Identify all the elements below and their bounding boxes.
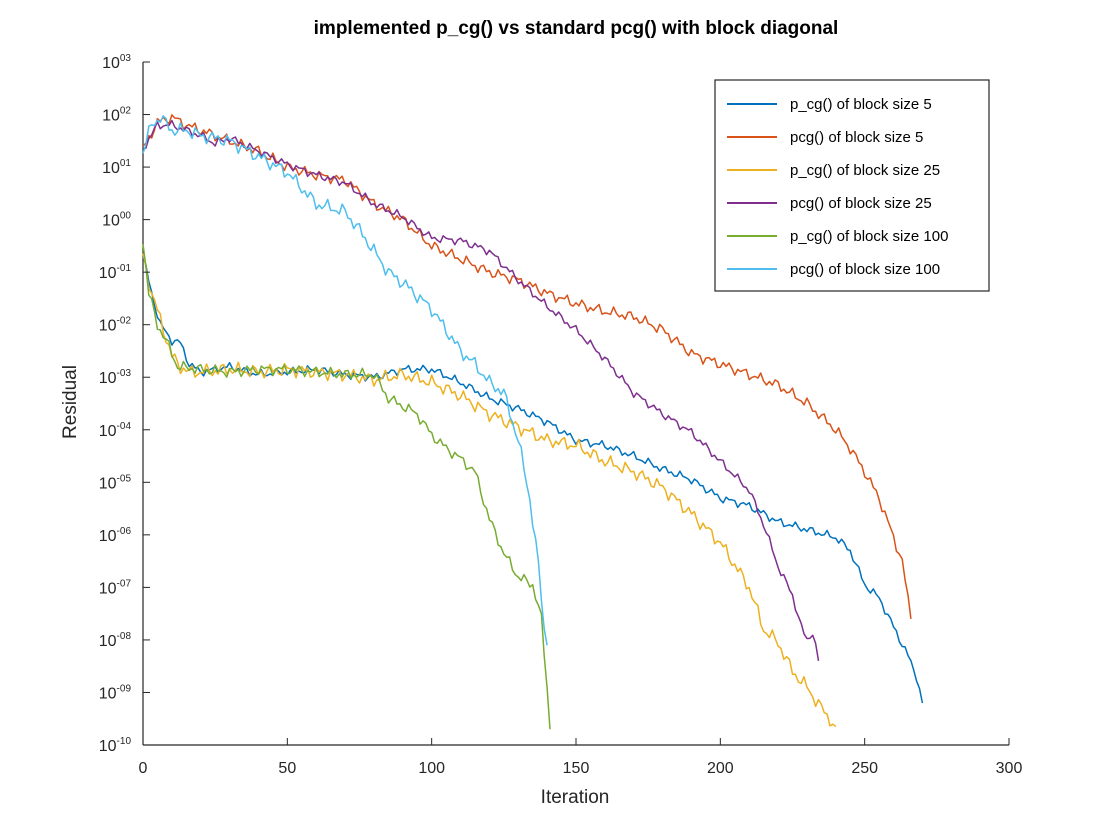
y-tick-label: 10-02 (99, 316, 132, 335)
x-tick-label: 150 (563, 760, 590, 777)
x-tick-label: 100 (418, 760, 445, 777)
legend-box (714, 79, 990, 292)
legend-entry-label: pcg() of block size 5 (790, 129, 923, 146)
x-axis-label: Iteration (541, 787, 610, 808)
y-tick-label: 10-09 (99, 683, 132, 702)
x-tick-label: 200 (707, 760, 734, 777)
y-tick-label: 10-06 (99, 526, 132, 545)
chart-title: implemented p_cg() vs standard pcg() wit… (314, 18, 839, 39)
legend-entry-label: pcg() of block size 25 (790, 195, 932, 212)
x-tick-label: 0 (139, 760, 148, 777)
x-axis-ticks: 0 50 100 150 200 250 300 (139, 738, 1023, 777)
y-tick-label: 10-05 (99, 473, 132, 492)
y-tick-label: 1000 (102, 211, 131, 230)
series-layer (142, 114, 924, 730)
series-line-2 (142, 253, 837, 728)
x-tick-label: 50 (278, 760, 296, 777)
y-tick-label: 10-08 (99, 631, 132, 650)
legend: p_cg() of block size 5 pcg() of block siz… (714, 79, 990, 292)
y-tick-label: 1001 (102, 158, 131, 177)
y-tick-label: 1003 (102, 53, 131, 72)
y-tick-label: 10-10 (99, 736, 132, 755)
legend-entry-label: p_cg() of block size 5 (790, 96, 932, 113)
series-line-3 (142, 119, 820, 662)
x-tick-label: 300 (996, 760, 1023, 777)
legend-entry-label: p_cg() of block size 25 (790, 162, 940, 179)
y-axis-ticks: 1003 1002 1001 1000 10-01 10-02 10-03 10-04 10-0… (99, 53, 150, 755)
legend-entry-label: p_cg() of block size 100 (790, 228, 948, 245)
y-tick-label: 10-03 (99, 368, 132, 387)
y-tick-label: 10-01 (99, 263, 132, 282)
x-tick-label: 250 (851, 760, 878, 777)
y-axis-label: Residual (60, 365, 81, 439)
series-line-4 (142, 244, 551, 730)
y-tick-label: 10-07 (99, 578, 132, 597)
series-line-5 (142, 115, 548, 646)
y-tick-label: 10-04 (99, 421, 132, 440)
legend-entry-label: pcg() of block size 100 (790, 261, 940, 278)
y-tick-label: 1002 (102, 106, 131, 125)
